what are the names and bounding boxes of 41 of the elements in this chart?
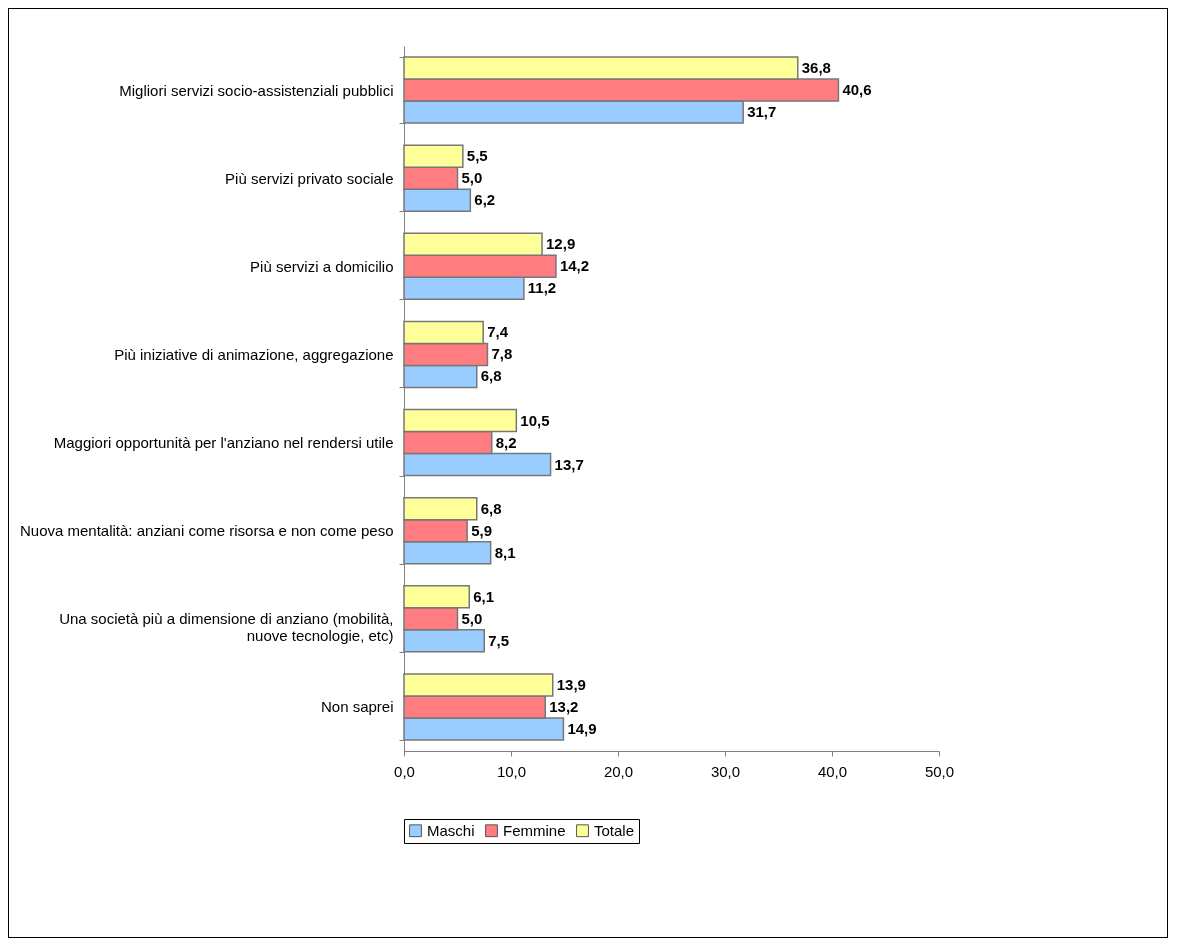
x-tick-label: 30,0 [710,762,741,780]
data-label: 31,7 [747,103,777,121]
y-tick-label: Più iniziative di animazione, aggregazione [114,345,394,363]
data-label: 5,9 [471,521,492,539]
data-label: 6,2 [474,191,496,209]
x-tick-label: 10,0 [496,762,527,780]
data-label: 6,8 [480,367,502,385]
data-label: 6,8 [480,499,502,517]
data-label: 5,0 [461,609,483,627]
data-label: 40,6 [842,81,872,99]
data-label: 7,4 [487,323,509,341]
data-label: 6,1 [473,587,495,605]
legend-label: Maschi [427,821,475,839]
data-label: 13,2 [549,697,579,715]
y-tick-label: Nuova mentalità: anziani come risorsa e non come peso [19,522,394,540]
x-tick-label: 50,0 [924,762,955,780]
legend-label: Femmine [503,821,566,839]
data-label: 7,8 [491,345,513,363]
data-label: 5,5 [466,147,488,165]
legend-label: Totale [594,821,635,839]
data-label: 14,2 [559,257,590,275]
data-label: 8,1 [494,543,516,561]
y-tick-label: Maggiori opportunità per l'anziano nel rendersi utile [53,434,394,452]
y-tick-label: Non saprei [320,698,394,716]
data-label: 8,2 [495,433,517,451]
data-label: 10,5 [520,411,550,429]
x-tick-label: 20,0 [603,762,634,780]
data-label: 12,9 [546,235,576,253]
y-tick-label: Migliori servizi socio-assistenziali pubblici [119,81,394,99]
data-label: 11,2 [527,279,557,297]
data-label: 7,5 [488,631,510,649]
data-label: 36,8 [801,59,831,77]
y-tick-label: Più servizi privato sociale [225,169,394,187]
data-label: 13,9 [556,675,586,693]
x-tick-label: 0,0 [394,762,415,780]
y-tick-label: Più servizi a domicilio [250,257,394,275]
data-label: 14,9 [567,719,597,737]
x-tick-label: 40,0 [817,762,848,780]
data-label: 13,7 [554,455,584,473]
data-label: 5,0 [461,169,483,187]
y-tick-label: Una società più a dimensione di anziano (mobilità, nuove tecnologie, etc) [59,610,394,645]
